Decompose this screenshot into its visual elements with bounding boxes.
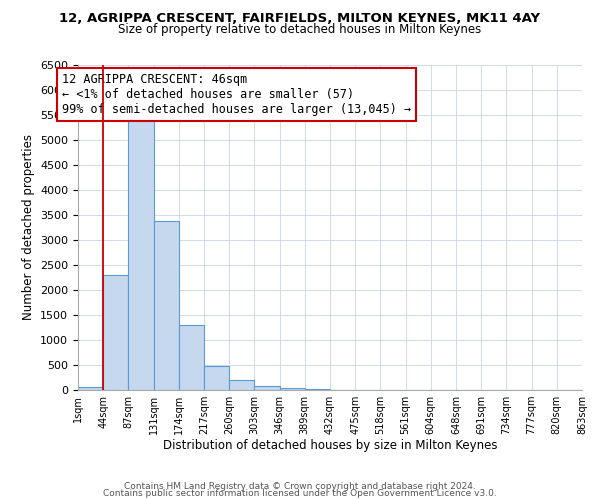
Bar xyxy=(128,118,154,390)
Text: Contains public sector information licensed under the Open Government Licence v3: Contains public sector information licen… xyxy=(103,489,497,498)
Bar xyxy=(305,389,330,390)
Bar xyxy=(229,380,254,390)
Text: 12 AGRIPPA CRESCENT: 46sqm
← <1% of detached houses are smaller (57)
99% of semi: 12 AGRIPPA CRESCENT: 46sqm ← <1% of deta… xyxy=(62,73,412,116)
Bar xyxy=(280,388,305,390)
Bar xyxy=(179,324,204,390)
Text: Contains HM Land Registry data © Crown copyright and database right 2024.: Contains HM Land Registry data © Crown c… xyxy=(124,482,476,491)
Bar xyxy=(254,386,280,390)
Bar xyxy=(204,366,229,390)
X-axis label: Distribution of detached houses by size in Milton Keynes: Distribution of detached houses by size … xyxy=(163,438,497,452)
Bar xyxy=(154,220,179,390)
Text: 12, AGRIPPA CRESCENT, FAIRFIELDS, MILTON KEYNES, MK11 4AY: 12, AGRIPPA CRESCENT, FAIRFIELDS, MILTON… xyxy=(59,12,541,26)
Bar xyxy=(103,275,128,390)
Y-axis label: Number of detached properties: Number of detached properties xyxy=(22,134,35,320)
Bar xyxy=(78,387,103,390)
Text: Size of property relative to detached houses in Milton Keynes: Size of property relative to detached ho… xyxy=(118,22,482,36)
